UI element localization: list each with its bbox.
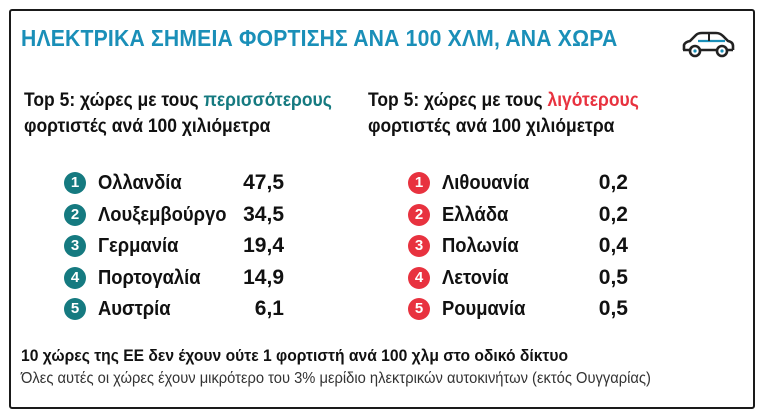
- rank-badge: 1: [408, 172, 430, 194]
- country-name: Ελλάδα: [442, 203, 509, 226]
- page-title: ΗΛΕΚΤΡΙΚΑ ΣΗΜΕΙΑ ΦΟΡΤΙΣΗΣ ΑΝΑ 100 ΧΛΜ, Α…: [21, 25, 618, 51]
- country-name: Ρουμανία: [442, 298, 526, 320]
- charger-value: 47,5: [243, 171, 284, 194]
- rank-badge: 4: [408, 266, 430, 289]
- heading-line2: φορτιστές ανά 100 χιλιόμετρα: [368, 116, 615, 137]
- heading-highlight: περισσότερους: [203, 90, 332, 111]
- heading-highlight: λιγότερους: [547, 90, 639, 111]
- charger-value: 6,1: [254, 297, 284, 320]
- car-icon: [682, 31, 735, 58]
- heading-prefix: Top 5: χώρες με τους: [368, 90, 548, 111]
- rank-badge: 5: [408, 298, 430, 320]
- country-name: Λετονία: [442, 266, 509, 289]
- charger-value: 0,4: [598, 234, 628, 257]
- country-name: Ολλανδία: [98, 172, 182, 194]
- charger-value: 19,4: [243, 234, 284, 257]
- country-name: Γερμανία: [98, 235, 179, 257]
- country-name: Αυστρία: [98, 298, 171, 320]
- charger-value: 0,5: [598, 265, 628, 289]
- footer-note: Όλες αυτές οι χώρες έχουν μικρότερο του …: [21, 370, 651, 387]
- charger-value: 34,5: [243, 202, 284, 226]
- most-chargers-heading: Top 5: χώρες με τους περισσότερους φορτι…: [24, 88, 332, 140]
- most-chargers-column: Top 5: χώρες με τους περισσότερους φορτι…: [24, 88, 354, 320]
- rank-badge: 2: [408, 203, 430, 226]
- rank-badge: 5: [64, 298, 86, 320]
- heading-line2: φορτιστές ανά 100 χιλιόμετρα: [24, 116, 271, 137]
- country-name: Λιθουανία: [442, 172, 530, 194]
- charger-value: 14,9: [243, 265, 284, 289]
- infographic-card: [9, 9, 755, 409]
- charger-value: 0,2: [598, 171, 628, 194]
- footer-statement: 10 χώρες της ΕΕ δεν έχουν ούτε 1 φορτιστ…: [21, 346, 569, 365]
- fewest-chargers-heading: Top 5: χώρες με τους λιγότερους φορτιστέ…: [368, 88, 672, 140]
- rank-badge: 3: [64, 235, 86, 257]
- charger-value: 0,2: [598, 202, 628, 226]
- heading-prefix: Top 5: χώρες με τους: [24, 90, 204, 111]
- rank-badge: 4: [64, 266, 86, 289]
- country-name: Πορτογαλία: [98, 266, 201, 289]
- rank-badge: 1: [64, 172, 86, 194]
- country-name: Λουξεμβούργο: [98, 203, 227, 226]
- rank-badge: 3: [408, 235, 430, 257]
- country-name: Πολωνία: [442, 235, 519, 257]
- rank-badge: 2: [64, 203, 86, 226]
- fewest-chargers-column: Top 5: χώρες με τους λιγότερους φορτιστέ…: [368, 88, 698, 320]
- charger-value: 0,5: [598, 297, 628, 320]
